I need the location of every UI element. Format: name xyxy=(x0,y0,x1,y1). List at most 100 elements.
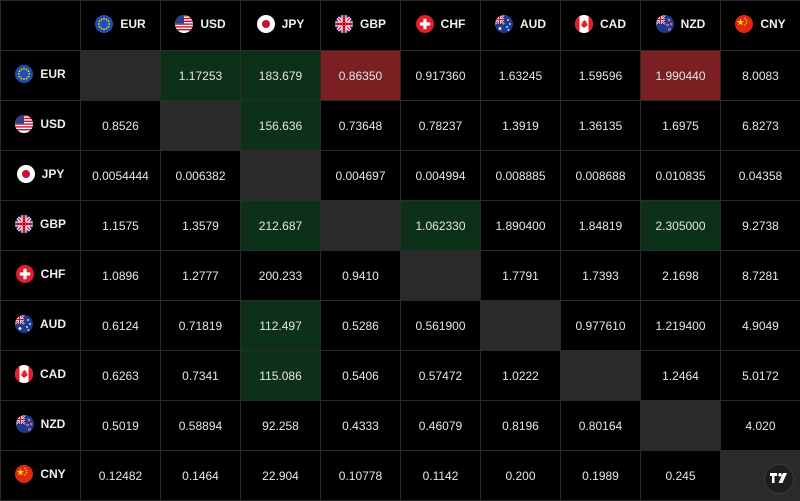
rate-cell[interactable]: 112.497 xyxy=(241,301,321,351)
rate-cell[interactable]: 1.63245 xyxy=(481,51,561,101)
eu-flag-icon xyxy=(95,15,113,33)
rate-cell[interactable]: 0.46079 xyxy=(401,401,481,451)
column-header-nzd[interactable]: NZD xyxy=(641,1,721,51)
rate-cell[interactable]: 1.2777 xyxy=(161,251,241,301)
rate-cell[interactable]: 0.57472 xyxy=(401,351,481,401)
rate-cell[interactable]: 1.7393 xyxy=(561,251,641,301)
row-header-chf[interactable]: CHF xyxy=(1,251,81,301)
rate-cell[interactable]: 0.8196 xyxy=(481,401,561,451)
nz-flag-icon xyxy=(16,415,34,433)
rate-cell[interactable]: 0.71819 xyxy=(161,301,241,351)
rate-cell[interactable]: 0.04358 xyxy=(721,151,800,201)
row-header-cny[interactable]: CNY xyxy=(1,451,81,501)
rate-cell[interactable]: 1.17253 xyxy=(161,51,241,101)
rate-cell[interactable]: 0.1989 xyxy=(561,451,641,501)
column-header-gbp[interactable]: GBP xyxy=(321,1,401,51)
rate-cell[interactable]: 0.78237 xyxy=(401,101,481,151)
rate-cell[interactable]: 1.1575 xyxy=(81,201,161,251)
rate-cell[interactable]: 2.1698 xyxy=(641,251,721,301)
rate-cell[interactable]: 0.1142 xyxy=(401,451,481,501)
rate-cell[interactable]: 1.6975 xyxy=(641,101,721,151)
rate-cell[interactable]: 0.80164 xyxy=(561,401,641,451)
column-header-aud[interactable]: AUD xyxy=(481,1,561,51)
rate-cell[interactable]: 2.305000 xyxy=(641,201,721,251)
row-header-usd[interactable]: USD xyxy=(1,101,81,151)
rate-cell[interactable]: 1.0896 xyxy=(81,251,161,301)
rate-cell[interactable]: 8.0083 xyxy=(721,51,800,101)
rate-cell[interactable]: 0.5286 xyxy=(321,301,401,351)
rate-cell[interactable]: 0.7341 xyxy=(161,351,241,401)
rate-cell[interactable]: 0.977610 xyxy=(561,301,641,351)
rate-cell[interactable]: 4.020 xyxy=(721,401,800,451)
currency-code: CNY xyxy=(40,467,65,481)
row-header-aud[interactable]: AUD xyxy=(1,301,81,351)
rate-cell[interactable]: 4.9049 xyxy=(721,301,800,351)
rate-cell[interactable]: 22.904 xyxy=(241,451,321,501)
rate-cell[interactable]: 0.12482 xyxy=(81,451,161,501)
rate-cell[interactable]: 1.0222 xyxy=(481,351,561,401)
row-header-cad[interactable]: CAD xyxy=(1,351,81,401)
rate-cell[interactable]: 0.561900 xyxy=(401,301,481,351)
rate-cell[interactable]: 0.10778 xyxy=(321,451,401,501)
rate-cell[interactable]: 0.8526 xyxy=(81,101,161,151)
rate-cell[interactable]: 1.59596 xyxy=(561,51,641,101)
rate-cell[interactable]: 115.086 xyxy=(241,351,321,401)
rate-cell[interactable]: 6.8273 xyxy=(721,101,800,151)
rate-cell[interactable]: 0.9410 xyxy=(321,251,401,301)
rate-cell[interactable]: 0.1464 xyxy=(161,451,241,501)
rate-cell[interactable]: 1.990440 xyxy=(641,51,721,101)
rate-cell[interactable]: 0.58894 xyxy=(161,401,241,451)
rate-cell[interactable]: 0.0054444 xyxy=(81,151,161,201)
rate-cell[interactable]: 8.7281 xyxy=(721,251,800,301)
rate-cell[interactable]: 0.010835 xyxy=(641,151,721,201)
row-header-nzd[interactable]: NZD xyxy=(1,401,81,451)
rate-cell[interactable]: 212.687 xyxy=(241,201,321,251)
rate-cell[interactable]: 1.84819 xyxy=(561,201,641,251)
rate-cell[interactable]: 1.3579 xyxy=(161,201,241,251)
rate-cell[interactable]: 200.233 xyxy=(241,251,321,301)
rate-cell[interactable]: 1.890400 xyxy=(481,201,561,251)
column-header-cad[interactable]: CAD xyxy=(561,1,641,51)
rate-cell[interactable]: 0.008688 xyxy=(561,151,641,201)
currency-code: EUR xyxy=(120,17,145,31)
rate-cell[interactable]: 0.6124 xyxy=(81,301,161,351)
rate-cell[interactable]: 156.636 xyxy=(241,101,321,151)
rate-cell[interactable]: 1.062330 xyxy=(401,201,481,251)
row-header-jpy[interactable]: JPY xyxy=(1,151,81,201)
rate-cell[interactable]: 1.219400 xyxy=(641,301,721,351)
column-header-jpy[interactable]: JPY xyxy=(241,1,321,51)
rate-cell[interactable]: 0.006382 xyxy=(161,151,241,201)
rate-cell[interactable]: 1.7791 xyxy=(481,251,561,301)
column-header-chf[interactable]: CHF xyxy=(401,1,481,51)
rate-cell[interactable]: 0.6263 xyxy=(81,351,161,401)
rate-cell[interactable]: 0.245 xyxy=(641,451,721,501)
rate-cell[interactable]: 0.73648 xyxy=(321,101,401,151)
rate-cell[interactable]: 0.4333 xyxy=(321,401,401,451)
column-header-label-chf: CHF xyxy=(416,15,466,33)
column-header-cny[interactable]: CNY xyxy=(721,1,800,51)
column-header-usd[interactable]: USD xyxy=(161,1,241,51)
rate-cell[interactable]: 5.0172 xyxy=(721,351,800,401)
rate-cell[interactable]: 1.2464 xyxy=(641,351,721,401)
column-header-eur[interactable]: EUR xyxy=(81,1,161,51)
rate-cell[interactable]: 0.5406 xyxy=(321,351,401,401)
rate-cell[interactable]: 0.917360 xyxy=(401,51,481,101)
rate-cell[interactable]: 0.004697 xyxy=(321,151,401,201)
rate-cell[interactable]: 1.3919 xyxy=(481,101,561,151)
rate-cell[interactable]: 92.258 xyxy=(241,401,321,451)
rate-cell[interactable]: 0.008885 xyxy=(481,151,561,201)
rate-cell[interactable]: 1.36135 xyxy=(561,101,641,151)
rate-cell[interactable]: 0.200 xyxy=(481,451,561,501)
row-header-label-nzd: NZD xyxy=(16,415,66,433)
rate-cell[interactable]: 9.2738 xyxy=(721,201,800,251)
row-header-eur[interactable]: EUR xyxy=(1,51,81,101)
row-header-gbp[interactable]: GBP xyxy=(1,201,81,251)
tradingview-logo-icon[interactable] xyxy=(764,464,794,494)
rate-cell[interactable]: 0.86350 xyxy=(321,51,401,101)
rate-cell[interactable]: 0.004994 xyxy=(401,151,481,201)
rate-cell[interactable]: 0.5019 xyxy=(81,401,161,451)
column-header-label-usd: USD xyxy=(175,15,225,33)
rate-cell[interactable]: 183.679 xyxy=(241,51,321,101)
